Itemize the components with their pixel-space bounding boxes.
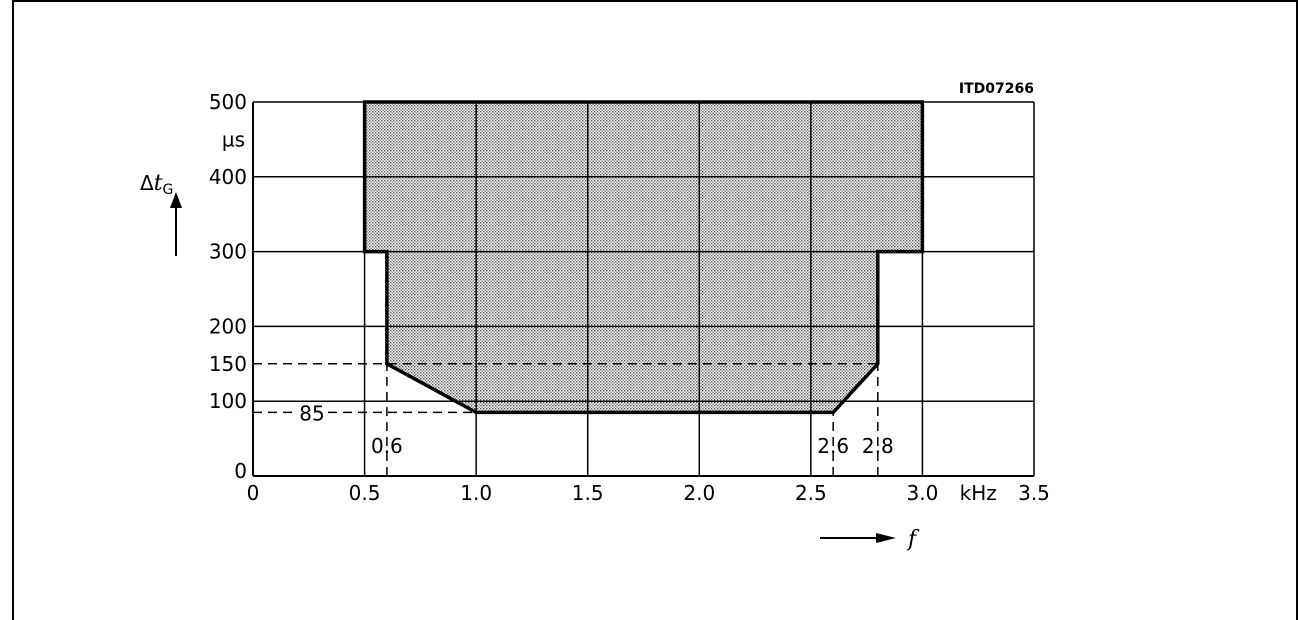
- x-tick-label: 2.5: [795, 481, 827, 505]
- annotation-85-bg: [296, 402, 328, 423]
- annotation-x-value: 0.6: [371, 434, 403, 458]
- chart-svg: 0 0.5 1.0 1.5 2.0 2.5 3.0 3.5 kHz 0 100 150 200 300 40…: [140, 81, 1050, 552]
- x-tick-label: 1.0: [460, 481, 492, 505]
- tolerance-region-fill: [364, 102, 923, 413]
- x-axis-arrow-head: [876, 533, 896, 543]
- y-tick-label: 300: [209, 240, 247, 264]
- x-unit-label: kHz: [960, 481, 997, 505]
- x-tick-label: 2.0: [683, 481, 715, 505]
- y-tick-label: 200: [209, 314, 247, 338]
- x-tick-label: 0.5: [349, 481, 381, 505]
- x-tick-label: 1.5: [572, 481, 604, 505]
- y-unit-label: µs: [222, 127, 245, 151]
- y-axis-symbol: ΔtG: [140, 171, 173, 198]
- y-tick-label: 500: [209, 90, 247, 114]
- figure-id: ITD07266: [959, 81, 1034, 97]
- annotation-x-value: 2.8: [862, 434, 894, 458]
- x-tick-label: 3.5: [1018, 481, 1050, 505]
- x-tick-label: 3.0: [907, 481, 939, 505]
- y-tick-label: 400: [209, 165, 247, 189]
- annotation-x-value: 2.6: [817, 434, 849, 458]
- y-tick-label: 0: [234, 459, 247, 483]
- figure-frame: [12, 0, 1298, 620]
- x-axis-symbol: f: [906, 527, 920, 552]
- y-tick-label: 100: [209, 389, 247, 413]
- y-axis-arrow-head: [170, 192, 182, 208]
- y-tick-label: 150: [209, 352, 247, 376]
- annotation-85: 85: [299, 401, 324, 425]
- x-tick-label: 0: [247, 481, 260, 505]
